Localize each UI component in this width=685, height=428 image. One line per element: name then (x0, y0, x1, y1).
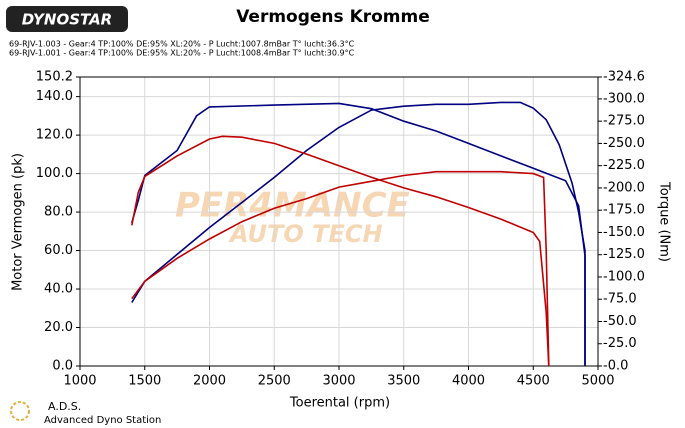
x-axis-label: Toerental (rpm) (289, 396, 390, 411)
x-tick-label: 2500 (258, 374, 291, 389)
legend-entry: 69-RJV-1.001 - Gear:4 TP:100% DE:95% XL:… (9, 49, 355, 58)
series-line (131, 102, 586, 366)
y2-tick-label: -175.0 (603, 203, 645, 218)
y2-tick-label: -0.0 (603, 359, 628, 374)
footer-subtitle: Advanced Dyno Station (44, 415, 161, 426)
y-tick-label: 20.0 (44, 320, 73, 335)
y2-tick-label: -200.0 (603, 180, 645, 195)
x-tick-label: 3500 (387, 374, 420, 389)
legend-entry: 69-RJV-1.003 - Gear:4 TP:100% DE:95% XL:… (9, 40, 355, 49)
y2-axis-label: Torque (Nm) (657, 181, 672, 262)
logo-box (6, 6, 128, 32)
y-axis-label: Motor Vermogen (pk) (11, 153, 26, 291)
y2-tick-label: -125.0 (603, 247, 645, 262)
y2-tick-label: -275.0 (603, 114, 645, 129)
series-line (131, 101, 586, 366)
watermark: PER4MANCE (175, 186, 410, 226)
watermark: AUTO TECH (228, 220, 383, 248)
x-tick-label: 3000 (322, 374, 355, 389)
y-tick-label: 60.0 (44, 243, 73, 258)
y-tick-label: 150.2 (36, 70, 73, 85)
x-tick-label: 1000 (63, 374, 96, 389)
series-line (131, 135, 550, 367)
chart-title: Vermogens Kromme (236, 7, 430, 27)
footer-icon (10, 401, 30, 421)
y2-tick-label: -25.0 (603, 336, 637, 351)
y2-tick-label: -75.0 (603, 292, 637, 307)
y-tick-label: 120.0 (36, 128, 73, 143)
x-tick-label: 4500 (517, 374, 550, 389)
footer-title: A.D.S. (48, 400, 81, 413)
y-tick-label: 40.0 (44, 282, 73, 297)
y2-tick-label: -150.0 (603, 225, 645, 240)
series-line (131, 170, 550, 367)
y2-tick-label: -324.6 (603, 70, 645, 85)
x-tick-label: 4000 (452, 374, 485, 389)
y-tick-label: 80.0 (44, 205, 73, 220)
x-tick-label: 2000 (193, 374, 226, 389)
y2-tick-label: -50.0 (603, 314, 637, 329)
y2-tick-label: -100.0 (603, 269, 645, 284)
y-tick-label: 100.0 (36, 166, 73, 181)
y2-tick-label: -225.0 (603, 158, 645, 173)
y-tick-label: 140.0 (36, 89, 73, 104)
y-tick-label: 0.0 (52, 359, 73, 374)
x-tick-label: 1500 (128, 374, 161, 389)
x-tick-label: 5000 (581, 374, 614, 389)
y2-tick-label: -300.0 (603, 91, 645, 106)
logo: DYNOSTAR (22, 11, 112, 29)
plot-frame (79, 76, 599, 367)
y2-tick-label: -250.0 (603, 136, 645, 151)
